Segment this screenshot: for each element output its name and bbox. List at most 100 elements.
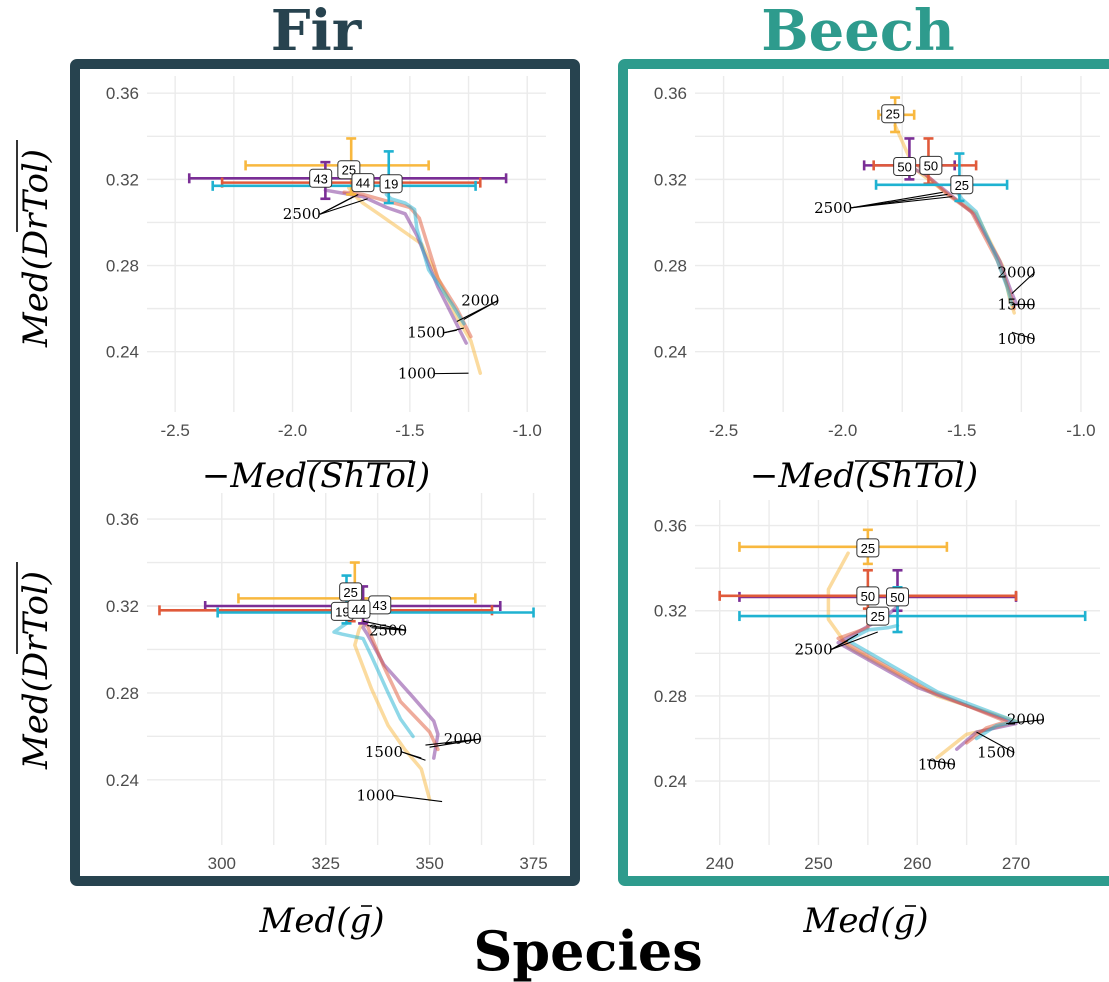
x-tick-label: -1.0 — [1066, 421, 1095, 440]
annotation-leader — [429, 738, 481, 748]
annotation-label: 1000 — [998, 330, 1036, 348]
annotation-leader — [456, 299, 499, 323]
point-label: 44 — [356, 176, 370, 191]
series-line — [361, 619, 440, 752]
y-tick-label: 0.36 — [654, 84, 687, 103]
series-line — [361, 619, 440, 760]
annotation-label: 1000 — [357, 786, 395, 804]
x-tick-label: -2.5 — [709, 421, 738, 440]
x-tick-label: -2.5 — [161, 421, 190, 440]
x-tick-label: 260 — [903, 854, 931, 873]
x-tick-label: 250 — [804, 854, 832, 873]
point-label-box — [856, 538, 880, 558]
y-tick-label: 0.24 — [106, 343, 139, 362]
point-label: 25 — [343, 585, 357, 600]
point-label-box — [950, 175, 974, 195]
point-label: 44 — [352, 602, 366, 617]
point-label-box — [351, 173, 375, 193]
x-tick-label: 375 — [519, 854, 547, 873]
point-label: 43 — [313, 171, 327, 186]
x-tick-label: 325 — [312, 854, 340, 873]
x-tick-label: 240 — [706, 854, 734, 873]
annotation-leader — [1006, 719, 1044, 725]
annotation-leader — [319, 198, 368, 215]
fir-bottom-x-axis-label: Med(g) — [259, 901, 385, 941]
point-label-box — [893, 156, 917, 176]
point-label: 25 — [871, 609, 885, 624]
point-label-box — [866, 606, 890, 626]
annotation-label: 2000 — [444, 730, 482, 748]
series-line — [836, 606, 1008, 745]
y-tick-label: 0.28 — [106, 684, 139, 703]
fir-bottom-plot: 300 325 350 375 0.24 0.28 0.32 0.36 2500 2000 1500… — [106, 493, 548, 873]
series-line — [353, 619, 432, 802]
annotation-leader — [1011, 331, 1035, 340]
point-label: 25 — [861, 541, 875, 556]
beech-bottom-plot: 240 250 260 270 0.24 0.28 0.32 0.36 2500 2000 1500… — [654, 500, 1100, 873]
x-tick-label: -1.5 — [395, 421, 424, 440]
point-label: 50 — [924, 158, 938, 173]
annotation-label: 1000 — [918, 755, 956, 773]
y-tick-label: 0.24 — [654, 343, 687, 362]
point-label: 43 — [373, 598, 387, 613]
series-line — [384, 192, 466, 326]
series-line — [332, 621, 415, 739]
y-tick-label: 0.28 — [654, 687, 687, 706]
y-tick-label: 0.36 — [106, 84, 139, 103]
annotation-label: 2500 — [283, 205, 321, 223]
fir-panel-frame — [70, 59, 580, 886]
beech-panel-frame — [618, 59, 1109, 886]
y-tick-label: 0.36 — [106, 510, 139, 529]
fir-column-title: Fir — [271, 0, 363, 64]
annotation-label: 2500 — [369, 621, 407, 639]
y-tick-label: 0.32 — [654, 602, 687, 621]
annotation-leader — [831, 633, 859, 650]
annotation-label: 2000 — [1007, 711, 1045, 729]
point-label: 19 — [384, 177, 398, 192]
x-tick-label: -1.0 — [513, 421, 542, 440]
point-label-box — [856, 586, 880, 606]
point-label: 50 — [897, 159, 911, 174]
y-tick-label: 0.36 — [654, 517, 687, 536]
y-tick-label: 0.24 — [106, 771, 139, 790]
annotation-leader — [831, 631, 878, 650]
series-line — [955, 181, 1014, 307]
y-tick-label: 0.24 — [654, 772, 687, 791]
annotation-leader — [393, 794, 443, 803]
point-label: 50 — [861, 589, 875, 604]
fir-top-plot: -2.5 -2.0 -1.5 -1.0 0.24 0.28 0.32 0.36 2500 2000… — [106, 76, 546, 440]
beech-column-title: Beech — [761, 0, 954, 64]
annotation-leader — [371, 627, 407, 631]
y-tick-label: 0.28 — [106, 257, 139, 276]
annotation-label: 2500 — [794, 640, 832, 658]
species-footer-title: Species — [473, 919, 702, 982]
x-tick-label: 350 — [415, 854, 443, 873]
series-line — [846, 623, 1018, 741]
point-label: 19 — [335, 604, 349, 619]
annotation-label: 2000 — [998, 263, 1036, 281]
point-label-box — [309, 168, 333, 188]
point-label: 25 — [955, 178, 969, 193]
annotation-label: 1000 — [398, 365, 436, 383]
bottom-y-axis-label: Med(DrTol) — [16, 571, 56, 770]
annotation-leader — [444, 329, 457, 334]
annotation-leader — [927, 759, 956, 765]
x-tick-label: 300 — [208, 854, 236, 873]
point-label-box — [347, 599, 371, 619]
y-tick-label: 0.32 — [106, 597, 139, 616]
beech-bottom-x-axis-label: Med(g) — [803, 901, 929, 941]
fir-top-x-axis-label: −Med(ShTol) — [202, 456, 430, 496]
point-label-box — [379, 174, 403, 194]
annotation-leader — [1011, 271, 1035, 294]
beech-top-x-axis-label: −Med(ShTol) — [750, 456, 978, 496]
annotation-label: 2000 — [461, 291, 499, 309]
beech-top-plot: -2.5 -2.0 -1.5 -1.0 0.24 0.28 0.32 0.36 2500 2000… — [654, 76, 1100, 440]
point-label-box — [881, 104, 905, 124]
y-tick-label: 0.28 — [654, 257, 687, 276]
annotation-label: 1500 — [998, 296, 1036, 314]
annotation-label: 1500 — [365, 743, 403, 761]
annotation-label: 1500 — [977, 744, 1015, 762]
point-label-box — [919, 155, 943, 175]
point-label-box — [886, 587, 909, 607]
